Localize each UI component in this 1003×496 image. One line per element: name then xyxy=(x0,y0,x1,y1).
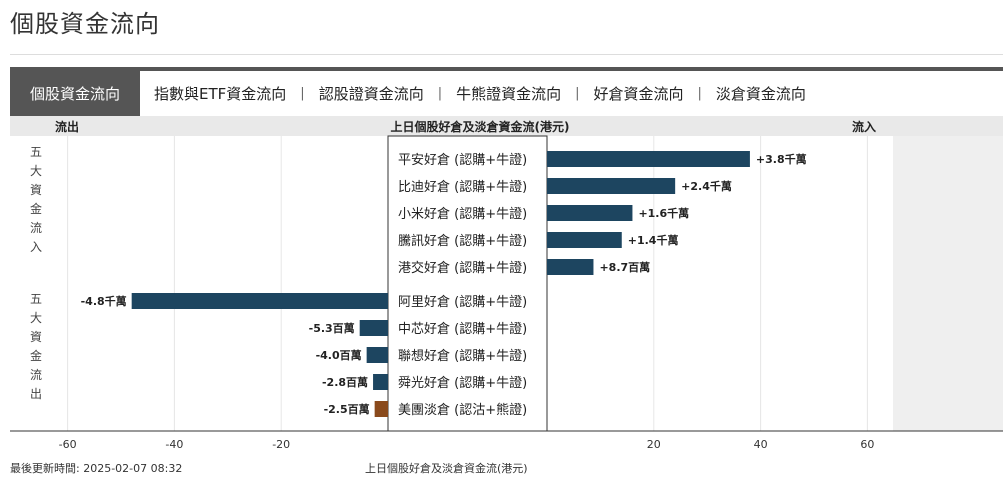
page-title: 個股資金流向 xyxy=(10,10,160,38)
tab-stock-flow[interactable]: 個股資金流向 xyxy=(10,71,141,116)
row-label: 平安好倉 (認購+牛證) xyxy=(398,152,527,168)
group-label-char: 金 xyxy=(30,348,42,363)
value-label: -4.8千萬 xyxy=(81,294,127,308)
bar xyxy=(131,293,388,309)
row-label: 美團淡倉 (認沽+熊證) xyxy=(398,402,527,418)
bar xyxy=(547,151,750,167)
value-label: +2.4千萬 xyxy=(681,179,732,193)
inflow-header: 流入 xyxy=(852,119,876,134)
bar xyxy=(374,401,388,417)
row-label: 阿里好倉 (認購+牛證) xyxy=(398,294,527,310)
tab-long-flow[interactable]: 好倉資金流向 xyxy=(593,85,684,103)
group-label-char: 流 xyxy=(30,221,42,235)
row-label: 舜光好倉 (認購+牛證) xyxy=(398,375,527,391)
row-label: 中芯好倉 (認購+牛證) xyxy=(398,321,527,337)
row-label: 聯想好倉 (認購+牛證) xyxy=(398,348,527,364)
tab-separator: | xyxy=(300,86,305,101)
group-label-char: 資 xyxy=(30,183,42,197)
tab-cbbc-flow[interactable]: 牛熊證資金流向 xyxy=(456,85,562,103)
x-tick-label: 40 xyxy=(754,438,768,451)
row-label: 比迪好倉 (認購+牛證) xyxy=(398,179,527,195)
value-label: +1.6千萬 xyxy=(638,206,689,220)
tab-index-etf-flow[interactable]: 指數與ETF資金流向 xyxy=(154,85,287,103)
value-label: -2.8百萬 xyxy=(322,375,368,389)
value-label: -5.3百萬 xyxy=(309,321,355,335)
tab-bar: 個股資金流向 指數與ETF資金流向 | 認股證資金流向 | 牛熊證資金流向 | … xyxy=(10,67,1003,116)
x-tick-label: 20 xyxy=(647,438,661,451)
group-label-char: 五 xyxy=(30,145,42,159)
x-tick-label: 60 xyxy=(860,438,874,451)
tab-warrant-flow[interactable]: 認股證資金流向 xyxy=(318,85,424,103)
tab-separator: | xyxy=(697,86,702,101)
bar xyxy=(547,178,676,194)
tab-short-flow[interactable]: 淡倉資金流向 xyxy=(715,85,806,103)
group-label-char: 五 xyxy=(30,292,42,306)
value-label: +8.7百萬 xyxy=(599,260,650,274)
group-label-char: 入 xyxy=(30,240,42,254)
x-tick-label: -60 xyxy=(59,438,77,451)
value-label: +3.8千萬 xyxy=(756,152,807,166)
bar xyxy=(547,259,594,275)
row-label: 港交好倉 (認購+牛證) xyxy=(398,260,527,276)
group-label-char: 資 xyxy=(30,330,42,344)
x-tick-label: -40 xyxy=(165,438,183,451)
chart-caption: 上日個股好倉及淡倉資金流(港元) xyxy=(365,462,528,475)
group-label-char: 出 xyxy=(30,387,42,401)
tab-separator: | xyxy=(575,86,580,101)
bar xyxy=(373,374,388,390)
value-label: -4.0百萬 xyxy=(316,348,362,362)
group-label-char: 流 xyxy=(30,368,42,382)
group-label-char: 大 xyxy=(30,311,42,325)
x-tick-label: -20 xyxy=(272,438,290,451)
group-label-char: 大 xyxy=(30,164,42,178)
title-divider xyxy=(10,54,1003,55)
chart-title: 上日個股好倉及淡倉資金流(港元) xyxy=(391,119,570,134)
label-column xyxy=(387,135,548,432)
plot-shade-area xyxy=(893,136,1003,431)
value-label: -2.5百萬 xyxy=(324,402,370,416)
fund-flow-chart: 流出 上日個股好倉及淡倉資金流(港元) 流入-60 -40 -20 20 40 60五大資金流… xyxy=(10,116,1003,451)
value-label: +1.4千萬 xyxy=(628,233,679,247)
bar xyxy=(366,347,388,363)
group-label-char: 金 xyxy=(30,201,42,216)
tab-separator: | xyxy=(437,86,443,101)
row-label: 小米好倉 (認購+牛證) xyxy=(398,206,527,222)
bar xyxy=(547,205,633,221)
outflow-header: 流出 xyxy=(55,119,79,134)
bar xyxy=(547,232,622,248)
last-updated: 最後更新時間: 2025-02-07 08:32 xyxy=(10,462,183,475)
chart-header-bar xyxy=(10,116,1003,136)
bar xyxy=(359,320,388,336)
row-label: 騰訊好倉 (認購+牛證) xyxy=(398,233,527,249)
